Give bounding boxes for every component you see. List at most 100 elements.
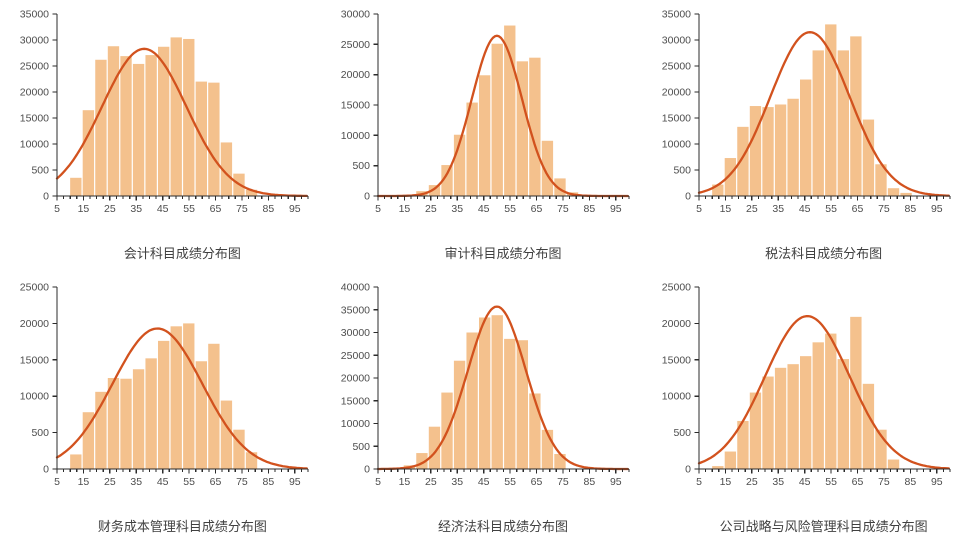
x-tick-label: 85 bbox=[263, 476, 275, 488]
histogram-bar bbox=[900, 192, 912, 196]
histogram-bar bbox=[724, 451, 736, 469]
y-tick-label: 500 bbox=[352, 441, 370, 453]
histogram-bar bbox=[133, 63, 145, 196]
histogram-bars bbox=[70, 323, 258, 469]
histogram-bar bbox=[453, 134, 466, 196]
y-tick-label: 35000 bbox=[661, 9, 690, 21]
histogram-bar bbox=[83, 110, 95, 196]
histogram-bar bbox=[466, 332, 478, 469]
histogram-bar bbox=[491, 43, 503, 197]
y-tick-label: 35000 bbox=[20, 9, 49, 21]
histogram-bar bbox=[158, 46, 170, 197]
histogram-bar bbox=[787, 364, 799, 469]
y-tick-label: 20000 bbox=[20, 87, 49, 99]
tick-labels: 0 500 10000 15000 20000 25000 30000 35000 40000 5… bbox=[341, 282, 622, 489]
histogram-bar bbox=[221, 400, 233, 469]
histogram-bar bbox=[711, 184, 724, 196]
chart-title-accounting: 会计科目成绩分布图 bbox=[123, 246, 241, 261]
histogram-bar bbox=[541, 429, 554, 469]
histogram-bar bbox=[108, 46, 120, 196]
histogram-bar bbox=[824, 333, 837, 469]
histogram-bar bbox=[774, 104, 786, 196]
y-tick-label: 0 bbox=[685, 191, 691, 203]
histogram-bars bbox=[711, 24, 912, 197]
histogram-bar bbox=[862, 383, 874, 469]
x-tick-label: 95 bbox=[610, 476, 622, 488]
histogram-canvas-auditing: 0 500 10000 15000 20000 25000 30000 5 15 25 35 45 55… bbox=[341, 9, 630, 215]
y-tick-label: 0 bbox=[43, 464, 49, 476]
histogram-bar bbox=[812, 50, 824, 197]
histogram-bar bbox=[70, 454, 82, 469]
y-tick-label: 20000 bbox=[20, 318, 49, 330]
x-tick-label: 45 bbox=[157, 476, 169, 488]
y-tick-label: 25000 bbox=[661, 61, 690, 73]
histogram-bar bbox=[541, 140, 554, 196]
y-tick-label: 15000 bbox=[20, 113, 49, 125]
y-tick-label: 20000 bbox=[661, 318, 690, 330]
histogram-bar bbox=[516, 340, 528, 469]
histogram-bar bbox=[145, 55, 158, 196]
y-tick-label: 500 bbox=[352, 160, 370, 172]
axes bbox=[373, 286, 630, 474]
histogram-bar bbox=[208, 82, 220, 196]
histogram-bar bbox=[453, 360, 466, 469]
histogram-canvas-strategy-risk-management: 0 500 10000 15000 20000 25000 5 15 25 35 45 55 65 75 8… bbox=[661, 282, 951, 488]
histogram-bar bbox=[183, 38, 195, 197]
x-tick-label: 35 bbox=[131, 203, 143, 215]
chart-title-auditing: 审计科目成绩分布图 bbox=[444, 246, 562, 261]
x-tick-label: 45 bbox=[798, 476, 810, 488]
normal-fit-curve bbox=[56, 47, 309, 198]
histogram-bar bbox=[120, 378, 133, 469]
x-tick-label: 95 bbox=[610, 203, 622, 215]
histogram-bar bbox=[554, 453, 566, 469]
x-tick-label: 35 bbox=[772, 203, 784, 215]
histogram-bar bbox=[441, 165, 453, 196]
chart-panel-auditing: 0 500 10000 15000 20000 25000 30000 5 15 25 35 45 55… bbox=[321, 0, 642, 273]
x-tick-label: 65 bbox=[210, 476, 222, 488]
histogram-bars bbox=[403, 315, 566, 469]
x-tick-label: 45 bbox=[798, 203, 810, 215]
x-tick-label: 65 bbox=[851, 476, 863, 488]
histogram-canvas-tax-law: 0 500 10000 15000 20000 25000 30000 35000 5 15 25 3… bbox=[661, 9, 951, 216]
histogram-bar bbox=[133, 369, 145, 469]
x-tick-label: 45 bbox=[478, 203, 490, 215]
histogram-bar bbox=[416, 453, 428, 469]
y-tick-label: 15000 bbox=[20, 354, 49, 366]
histogram-bar bbox=[749, 392, 761, 469]
histogram-bar bbox=[749, 106, 761, 196]
y-tick-label: 0 bbox=[364, 464, 370, 476]
x-tick-label: 15 bbox=[719, 203, 731, 215]
tick-labels: 0 500 10000 15000 20000 25000 30000 35000 5 15 25 3… bbox=[661, 9, 942, 216]
histogram-bar bbox=[491, 315, 503, 469]
x-tick-label: 75 bbox=[557, 203, 569, 215]
x-tick-label: 55 bbox=[504, 203, 516, 215]
tick-labels: 0 500 10000 15000 20000 25000 5 15 25 35 45 55 65 75 8… bbox=[20, 282, 301, 489]
histogram-bar bbox=[862, 119, 874, 196]
axes bbox=[52, 286, 309, 474]
x-tick-label: 35 bbox=[451, 476, 463, 488]
histogram-bar bbox=[874, 429, 887, 469]
x-tick-label: 85 bbox=[263, 203, 275, 215]
histogram-bar bbox=[504, 338, 516, 469]
x-tick-label: 75 bbox=[236, 203, 248, 215]
normal-fit-curve bbox=[697, 314, 950, 470]
tick-labels: 0 500 10000 15000 20000 25000 30000 35000 5 15 25 3… bbox=[20, 9, 301, 216]
y-tick-label: 25000 bbox=[20, 282, 49, 294]
x-tick-label: 75 bbox=[878, 476, 890, 488]
y-tick-label: 15000 bbox=[661, 354, 690, 366]
y-tick-label: 15000 bbox=[341, 100, 370, 112]
histogram-bar bbox=[95, 391, 107, 469]
x-tick-label: 55 bbox=[825, 203, 837, 215]
histogram-bar bbox=[516, 61, 528, 196]
x-tick-label: 65 bbox=[210, 203, 222, 215]
y-tick-label: 10000 bbox=[20, 139, 49, 151]
histogram-bar bbox=[711, 466, 724, 469]
x-tick-label: 75 bbox=[236, 476, 248, 488]
histogram-bar bbox=[466, 102, 478, 196]
y-tick-label: 500 bbox=[32, 165, 50, 177]
y-tick-label: 40000 bbox=[341, 282, 370, 294]
y-tick-label: 10000 bbox=[661, 139, 690, 151]
normal-fit-curve bbox=[697, 31, 950, 197]
histogram-bar bbox=[428, 185, 441, 196]
